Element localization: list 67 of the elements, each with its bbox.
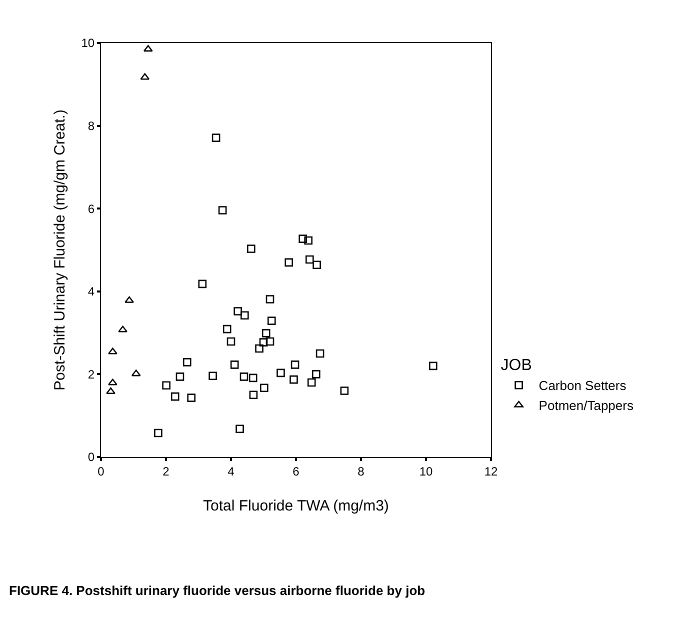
point [290, 360, 300, 369]
point [312, 260, 321, 270]
y-tick-label: 2 [88, 367, 95, 382]
point [290, 375, 298, 384]
point [429, 362, 438, 370]
point [124, 296, 134, 303]
point [259, 338, 268, 346]
point [260, 384, 268, 392]
point [262, 329, 270, 338]
point [306, 255, 314, 264]
y-axis-title: Post-Shift Urinary Fluoride (mg/gm Creat.) [51, 110, 68, 390]
legend-label: Potmen/Tappers [538, 398, 634, 414]
x-tick-label: 12 [484, 464, 498, 478]
point [312, 370, 320, 378]
point [218, 206, 227, 214]
point [267, 316, 276, 325]
point [154, 428, 162, 438]
point [230, 360, 239, 369]
point [118, 326, 128, 332]
point [255, 344, 264, 353]
point [108, 348, 118, 354]
point [340, 386, 349, 395]
legend-title: JOB [500, 357, 532, 374]
point [226, 337, 236, 346]
point [266, 337, 274, 346]
point [249, 390, 258, 400]
point [212, 134, 220, 142]
x-tick-label: 8 [358, 464, 365, 478]
caption: FIGURE 4. Postshift urinary fluoride versus airborne fluoride by job [9, 583, 426, 598]
point [106, 387, 116, 394]
point [266, 295, 274, 304]
point [208, 372, 217, 380]
point [198, 280, 207, 288]
point [284, 258, 293, 267]
y-tick-label: 4 [88, 284, 95, 299]
point [298, 234, 307, 243]
point [240, 372, 248, 381]
point [234, 307, 242, 316]
point [307, 378, 316, 387]
point [276, 368, 285, 378]
y-tick-label: 0 [88, 450, 95, 464]
x-tick-label: 2 [162, 464, 170, 478]
x-tick-label: 4 [228, 464, 235, 478]
point [304, 236, 312, 245]
point [222, 324, 232, 334]
legend-label: Carbon Setters [538, 378, 627, 394]
point [162, 381, 170, 390]
x-tick-label: 6 [292, 464, 300, 478]
point [131, 370, 141, 376]
point [240, 311, 249, 320]
point [108, 378, 118, 386]
point [236, 424, 244, 433]
x-axis-title: Total Fluoride TWA (mg/m3) [203, 497, 389, 514]
point [143, 45, 153, 52]
point [187, 394, 196, 402]
point [176, 372, 184, 381]
y-tick-label: 6 [88, 202, 95, 216]
x-tick-label: 0 [98, 464, 105, 478]
x-tick-label: 10 [419, 464, 433, 478]
point [316, 349, 324, 358]
point [170, 392, 180, 401]
point [248, 374, 258, 382]
y-tick-label: 8 [88, 119, 95, 133]
point [140, 73, 150, 80]
point [182, 358, 192, 366]
y-tick-label: 10 [81, 36, 95, 50]
point [247, 244, 256, 253]
